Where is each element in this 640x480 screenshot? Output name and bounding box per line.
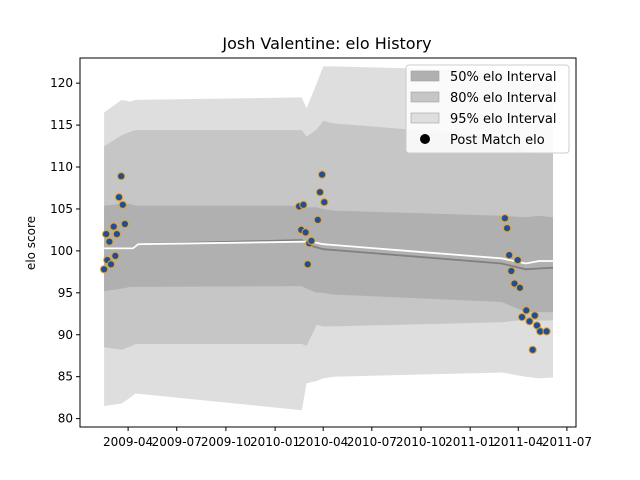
x-tick-label: 2011-04 xyxy=(493,435,543,449)
post-match-point xyxy=(301,228,310,237)
x-tick-label: 2009-07 xyxy=(152,435,202,449)
post-match-point xyxy=(120,219,130,229)
legend: 50% elo Interval 80% elo Interval 95% elo … xyxy=(405,64,570,154)
post-match-point xyxy=(117,172,126,181)
median-line xyxy=(104,240,553,265)
post-match-point xyxy=(515,283,525,292)
legend-label: 95% elo Interval xyxy=(450,112,557,127)
x-tick-label: 2010-04 xyxy=(298,435,348,449)
post-match-point xyxy=(522,306,531,315)
y-axis-label: elo score xyxy=(24,216,38,270)
post-match-point xyxy=(505,251,514,260)
y-tick-label: 80 xyxy=(58,412,73,426)
x-tick-label: 2010-07 xyxy=(347,435,397,449)
post-match-point xyxy=(114,193,124,202)
post-match-point xyxy=(510,279,519,288)
legend-swatch xyxy=(410,91,440,103)
post-match-point xyxy=(105,237,114,246)
post-match-point xyxy=(507,266,516,276)
y-axis: 80 85 90 95 100 105 110 115 120 xyxy=(50,76,80,426)
x-tick-label: 2010-10 xyxy=(396,435,446,449)
axes-frame xyxy=(79,57,577,428)
post-match-point xyxy=(517,313,527,322)
legend-label: Post Match elo xyxy=(450,133,545,148)
legend-marker xyxy=(420,134,430,144)
y-tick-label: 100 xyxy=(50,244,73,258)
y-tick-label: 115 xyxy=(50,118,73,132)
post-match-point xyxy=(528,345,537,354)
post-match-points xyxy=(100,170,551,354)
legend-swatch xyxy=(410,112,440,124)
post-match-point xyxy=(500,214,509,223)
post-match-point xyxy=(100,265,109,274)
post-match-point xyxy=(313,215,322,224)
legend-label: 50% elo Interval xyxy=(450,70,557,85)
y-tick-label: 105 xyxy=(50,202,73,216)
y-tick-label: 90 xyxy=(58,328,73,342)
x-tick-label: 2009-10 xyxy=(201,435,251,449)
post-match-point xyxy=(318,170,327,179)
post-match-point xyxy=(513,256,522,265)
post-match-point xyxy=(102,230,111,239)
post-match-point xyxy=(307,236,316,245)
y-tick-label: 85 xyxy=(58,370,73,384)
post-match-point xyxy=(118,200,127,209)
band-50 xyxy=(104,203,553,313)
post-match-point xyxy=(109,222,118,231)
post-match-point xyxy=(303,260,312,269)
x-tick-label: 2011-07 xyxy=(542,435,592,449)
post-match-point xyxy=(315,188,325,197)
legend-box xyxy=(405,64,570,154)
x-tick-label: 2009-04 xyxy=(103,435,153,449)
x-tick-label: 2011-01 xyxy=(445,435,495,449)
post-match-point xyxy=(106,260,116,269)
post-match-point xyxy=(503,224,512,233)
y-tick-label: 110 xyxy=(50,160,73,174)
legend-swatch xyxy=(410,70,440,82)
y-tick-label: 95 xyxy=(58,286,73,300)
post-match-point xyxy=(542,327,551,336)
legend-label: 80% elo Interval xyxy=(450,91,557,106)
post-match-point xyxy=(525,317,534,326)
y-tick-label: 120 xyxy=(50,76,73,90)
post-match-point xyxy=(112,230,122,239)
series-lines xyxy=(104,239,554,271)
chart-title: Josh Valentine: elo History xyxy=(221,34,431,53)
post-match-point xyxy=(320,198,329,207)
post-match-point xyxy=(299,200,308,209)
x-tick-label: 2010-01 xyxy=(250,435,300,449)
post-match-point xyxy=(530,311,539,320)
post-match-point xyxy=(111,251,120,260)
